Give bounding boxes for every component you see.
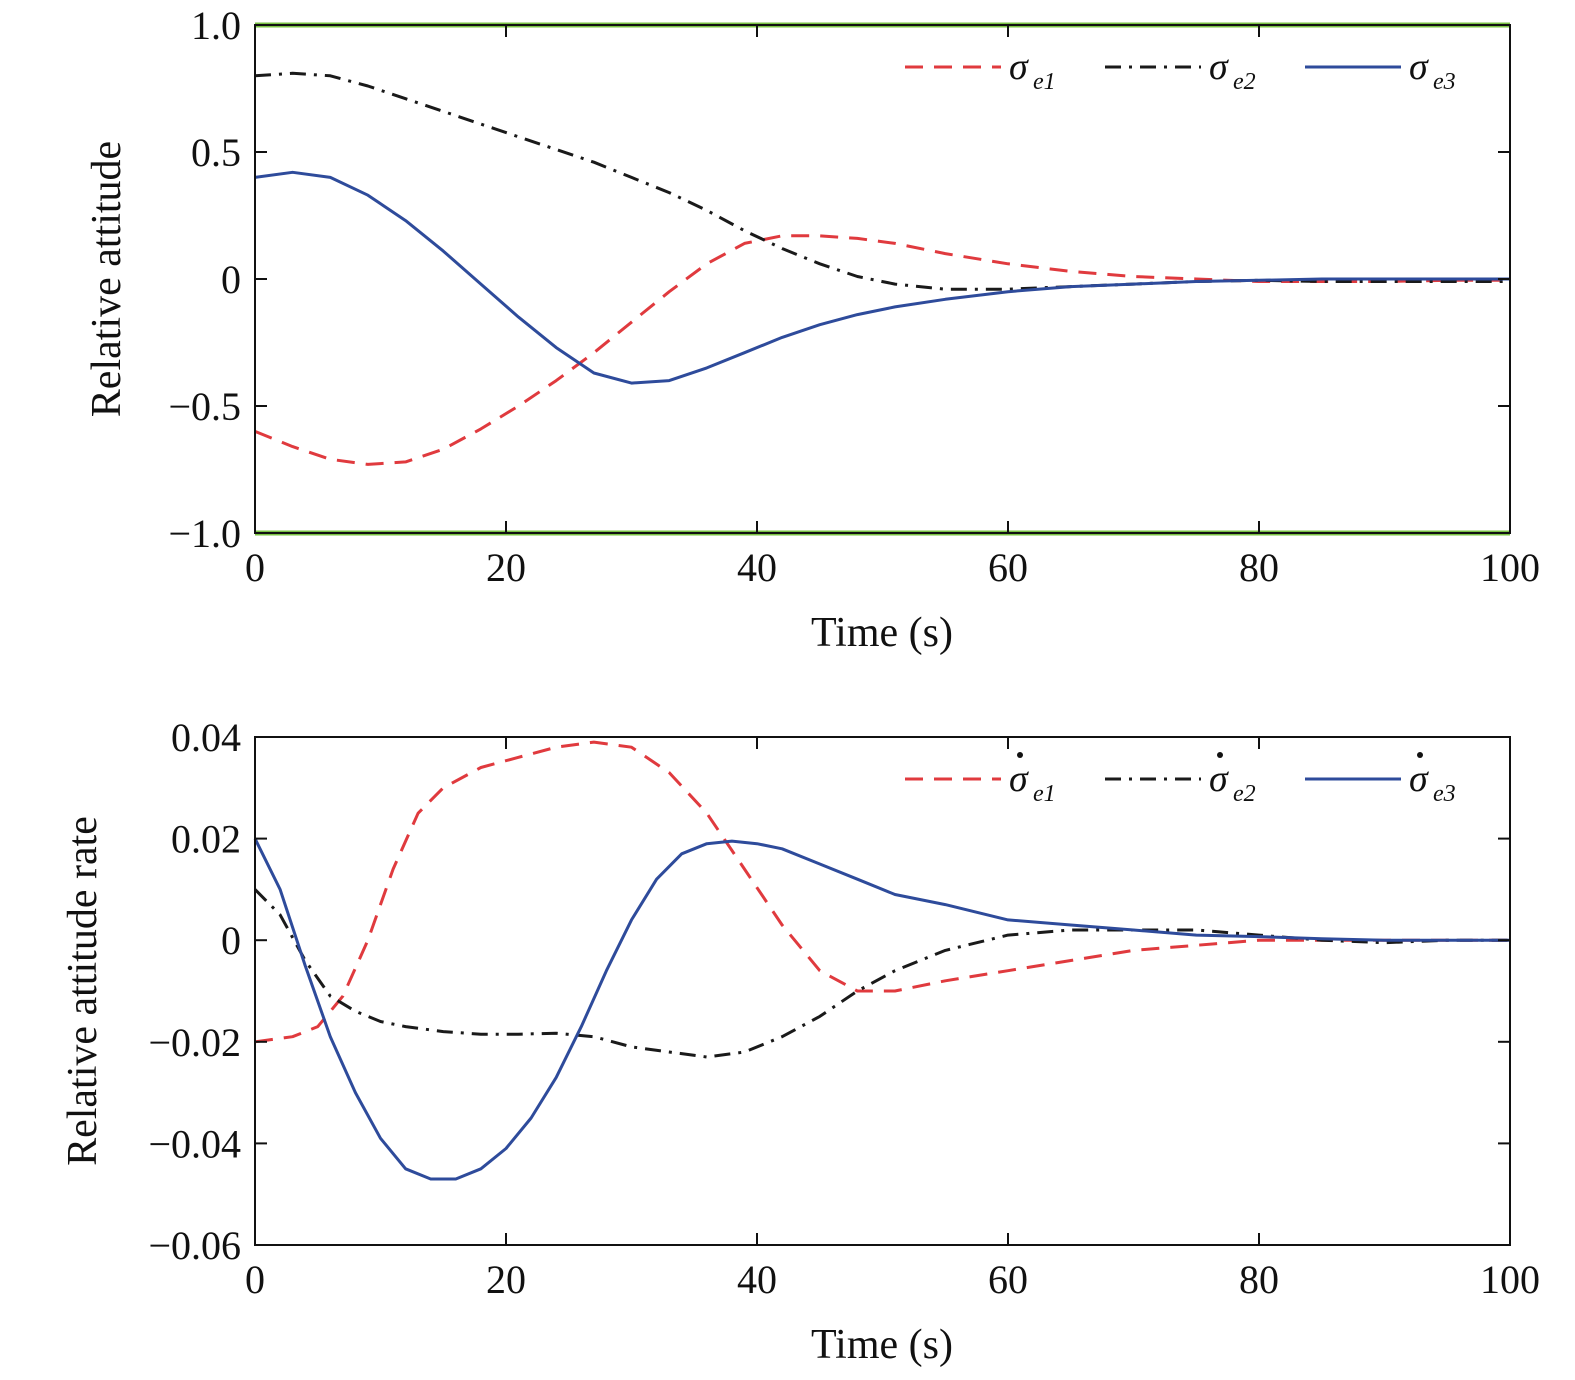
- y-axis-title: Relative attitude: [84, 141, 130, 417]
- y-tick-label: −0.02: [148, 1020, 241, 1065]
- tick-labels: 0 20 40 60 80 100 −0.06 −0.04 −0.02 0 0.02 0.04: [148, 715, 1540, 1302]
- plot-area: [255, 737, 1510, 1245]
- legend-symbol: σ: [1409, 46, 1429, 88]
- legend-subscript: e1: [1033, 781, 1056, 807]
- y-tick-label: 0: [221, 918, 241, 963]
- ticks: [254, 24, 1511, 534]
- x-axis-title: Time (s): [811, 1322, 953, 1368]
- legend-dot-accent: [1417, 752, 1423, 758]
- chart-relative-attitude: 0 20 40 60 80 100 −1.0 −0.5 0 0.5 1.0 Time (s) Rel…: [84, 3, 1540, 656]
- y-tick-label: −0.04: [148, 1121, 241, 1166]
- series-lines: [253, 740, 1510, 1181]
- legend-subscript: e2: [1233, 69, 1256, 95]
- x-tick-label: 40: [737, 545, 777, 590]
- legend: σ e1 σ e2 σ e3: [905, 752, 1456, 807]
- ticks: [254, 736, 1511, 1246]
- legend-symbol: σ: [1009, 46, 1029, 88]
- series-line-e2: [254, 71, 1510, 291]
- x-tick-label: 20: [486, 545, 526, 590]
- legend-symbol: σ: [1209, 758, 1229, 800]
- legend-subscript: e3: [1433, 69, 1456, 95]
- y-tick-label: 0.04: [171, 715, 241, 760]
- x-tick-label: 100: [1480, 545, 1540, 590]
- y-tick-label: 0.5: [191, 130, 241, 175]
- legend-symbol: σ: [1209, 46, 1229, 88]
- x-tick-label: 60: [988, 545, 1028, 590]
- y-tick-label: −0.06: [148, 1223, 241, 1268]
- x-tick-label: 80: [1239, 1257, 1279, 1302]
- y-tick-label: −1.0: [168, 511, 241, 556]
- y-tick-label: 1.0: [191, 3, 241, 48]
- x-axis-title: Time (s): [811, 610, 953, 656]
- legend-subscript: e3: [1433, 781, 1456, 807]
- x-tick-label: 100: [1480, 1257, 1540, 1302]
- y-tick-label: −0.5: [168, 384, 241, 429]
- legend: σ e1 σ e2 σ e3: [905, 46, 1456, 95]
- legend-item-e2: σ e2: [1105, 46, 1256, 95]
- legend-item-e2: σ e2: [1105, 752, 1256, 807]
- legend-symbol: σ: [1409, 758, 1429, 800]
- y-tick-label: 0.02: [171, 817, 241, 862]
- legend-subscript: e2: [1233, 781, 1256, 807]
- legend-subscript: e1: [1033, 69, 1056, 95]
- plot-frame: [254, 736, 1511, 1246]
- series-line-e3: [253, 837, 1510, 1181]
- legend-item-e1: σ e1: [905, 752, 1056, 807]
- chart-relative-attitude-rate: 0 20 40 60 80 100 −0.06 −0.04 −0.02 0 0.02 0.04 Tim…: [60, 715, 1540, 1368]
- series-line-e3: [254, 170, 1510, 385]
- tick-labels: 0 20 40 60 80 100 −1.0 −0.5 0 0.5 1.0: [168, 3, 1540, 590]
- legend-item-e3: σ e3: [1305, 46, 1456, 95]
- x-tick-label: 0: [245, 545, 265, 590]
- x-tick-label: 20: [486, 1257, 526, 1302]
- series-line-e2: [253, 888, 1510, 1059]
- legend-dot-accent: [1017, 752, 1023, 758]
- x-tick-label: 40: [737, 1257, 777, 1302]
- x-tick-label: 0: [245, 1257, 265, 1302]
- x-tick-label: 60: [988, 1257, 1028, 1302]
- series-lines: [254, 71, 1510, 466]
- legend-item-e3: σ e3: [1305, 752, 1456, 807]
- x-tick-label: 80: [1239, 545, 1279, 590]
- legend-symbol: σ: [1009, 758, 1029, 800]
- legend-item-e1: σ e1: [905, 46, 1056, 95]
- legend-dot-accent: [1217, 752, 1223, 758]
- y-axis-title: Relative attitude rate: [60, 816, 106, 1166]
- y-tick-label: 0: [221, 257, 241, 302]
